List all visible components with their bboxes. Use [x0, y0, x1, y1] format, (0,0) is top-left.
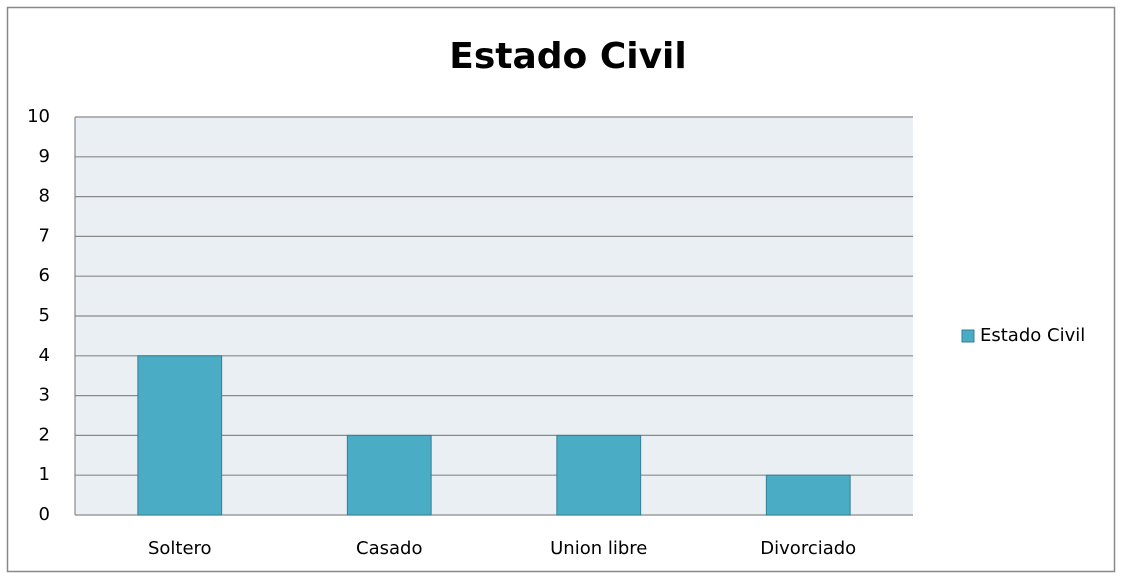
- chart-title: Estado Civil: [449, 36, 686, 77]
- x-tick-label: Divorciado: [760, 538, 856, 559]
- bar: [346, 434, 432, 516]
- bar: [137, 355, 223, 516]
- y-tick-label: 6: [39, 265, 50, 286]
- y-tick-label: 5: [39, 305, 50, 326]
- y-tick-label: 9: [39, 146, 50, 167]
- bar: [556, 434, 642, 516]
- y-tick-label: 3: [39, 385, 50, 406]
- x-tick-label: Casado: [356, 538, 422, 559]
- bar: [765, 474, 851, 516]
- y-tick-label: 0: [39, 504, 50, 525]
- legend-swatch: [961, 329, 975, 343]
- y-tick-label: 2: [39, 424, 50, 445]
- legend-label: Estado Civil: [980, 325, 1085, 346]
- x-tick-label: Soltero: [148, 538, 212, 559]
- y-tick-label: 7: [39, 225, 50, 246]
- y-tick-label: 1: [39, 464, 50, 485]
- y-tick-label: 10: [27, 106, 50, 127]
- x-tick-label: Union libre: [550, 538, 647, 559]
- y-tick-label: 4: [39, 345, 50, 366]
- y-tick-label: 8: [39, 186, 50, 207]
